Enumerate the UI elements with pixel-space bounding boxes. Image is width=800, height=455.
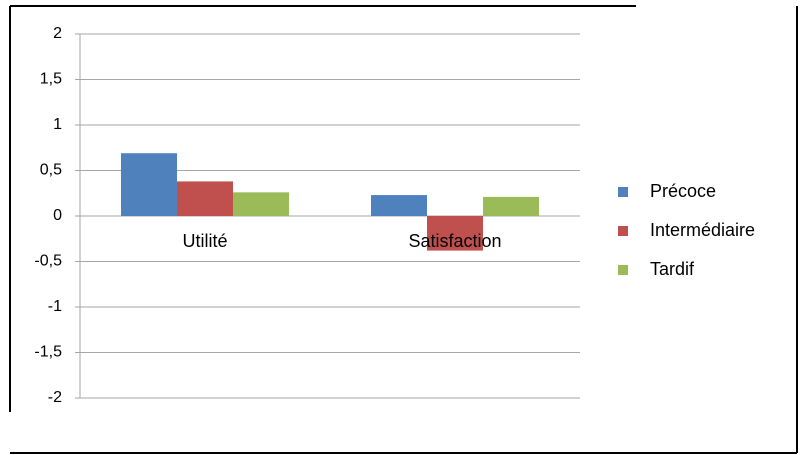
- y-tick-label: 1: [53, 116, 62, 133]
- y-tick-label: 1,5: [40, 71, 62, 88]
- x-tick-label: Satisfaction: [408, 231, 501, 251]
- bar: [121, 153, 177, 216]
- bar: [177, 181, 233, 216]
- legend-swatch: [618, 187, 628, 197]
- frame: [9, 5, 798, 454]
- y-tick-label: 0,5: [40, 162, 62, 179]
- bar: [427, 216, 483, 251]
- y-tick-label: -1,5: [34, 344, 62, 361]
- y-tick-label: 0: [53, 207, 62, 224]
- y-tick-label: -1: [48, 298, 62, 315]
- bar: [483, 196, 539, 216]
- legend-label: Tardif: [650, 259, 695, 279]
- y-tick-label: 2: [53, 25, 62, 42]
- legend-label: Précoce: [650, 181, 716, 201]
- bar: [371, 195, 427, 216]
- y-tick-label: -2: [48, 389, 62, 406]
- y-tick-label: -0,5: [34, 253, 62, 270]
- bar: [233, 192, 289, 216]
- legend-swatch: [618, 226, 628, 236]
- legend-swatch: [618, 265, 628, 275]
- legend-label: Intermédiaire: [650, 220, 755, 240]
- x-tick-label: Utilité: [182, 231, 227, 251]
